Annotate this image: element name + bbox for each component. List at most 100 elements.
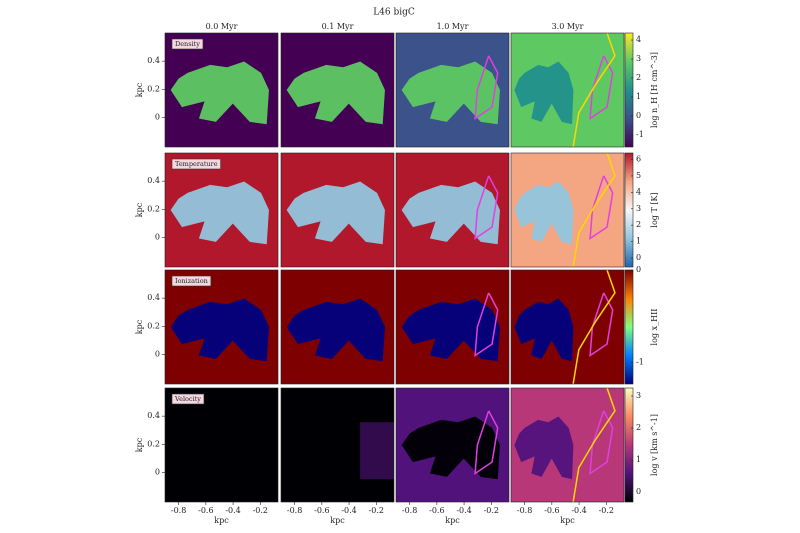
- panel-frame: [280, 269, 395, 385]
- y-tick-label: 0.4: [147, 56, 160, 65]
- panel-image: [511, 33, 624, 147]
- x-tick-label: -0.4: [571, 506, 586, 515]
- colorbar-tick-label: 1: [636, 92, 641, 101]
- figure-title: L46 bigC: [373, 8, 415, 18]
- panel-frame: [510, 32, 625, 148]
- x-tick-label: -0.6: [314, 506, 329, 515]
- x-tick-label: -0.6: [198, 506, 213, 515]
- panel-frame: [280, 387, 395, 503]
- colorbar-tick-label: 5: [636, 171, 641, 180]
- x-tick-label: -0.2: [253, 506, 268, 515]
- colorbar-tick-label: -1: [636, 358, 644, 367]
- colorbar-tick-label: 0: [636, 111, 641, 120]
- panel-image: [396, 153, 509, 267]
- front-contour: [474, 55, 499, 120]
- column-label: 0.0 Myr: [206, 22, 238, 31]
- colorbar-tick-label: 1: [636, 455, 641, 464]
- panel-image: [281, 33, 394, 147]
- panel-region: [514, 61, 574, 125]
- colorbar-label: log T [K]: [650, 192, 659, 227]
- panel-region: [514, 181, 574, 245]
- x-tick-label: -0.8: [287, 506, 302, 515]
- colorbar-tick-label: 4: [636, 35, 641, 44]
- x-tick-label: -0.8: [517, 506, 532, 515]
- column-label: 0.1 Myr: [322, 22, 354, 31]
- y-tick-label: 0.2: [147, 439, 160, 448]
- colorbar-label: log v [km s^-1]: [650, 414, 659, 476]
- colorbar: [624, 152, 634, 268]
- front-contour: [589, 175, 614, 240]
- panel-frame: [280, 152, 395, 268]
- front-contour: [589, 55, 614, 120]
- x-tick-label: -0.2: [599, 506, 614, 515]
- panel-frame: [510, 152, 625, 268]
- colorbar-tick-label: 4: [636, 187, 641, 196]
- x-tick-label: -0.8: [171, 506, 186, 515]
- panel-frame: [395, 387, 510, 503]
- x-tick-label: -0.6: [429, 506, 444, 515]
- row-label: Temperature: [175, 160, 218, 168]
- panel-frame: [164, 152, 279, 268]
- panel-frame: [164, 387, 279, 503]
- panel-frame: [280, 32, 395, 148]
- panel-bg: [165, 388, 278, 502]
- x-tick-label: -0.2: [484, 506, 499, 515]
- row-label-box: [171, 38, 204, 50]
- panel-region: [360, 422, 394, 480]
- row-label-box: [171, 275, 212, 287]
- colorbar: [624, 387, 634, 503]
- panel-region: [514, 416, 574, 480]
- panel-frame: [395, 152, 510, 268]
- y-tick-label: 0.2: [147, 204, 160, 213]
- panel-region: [514, 298, 574, 362]
- colorbar-tick-label: 3: [636, 391, 641, 400]
- row-label: Ionization: [175, 277, 208, 285]
- x-tick-label: -0.4: [225, 506, 240, 515]
- colorbar-label: log x_HII: [650, 309, 659, 346]
- panel-image: [511, 388, 624, 502]
- colorbar-tick-label: 3: [636, 54, 641, 63]
- panel-image: [165, 153, 278, 267]
- y-axis-label: kpc: [135, 437, 144, 452]
- panel-frame: [164, 269, 279, 385]
- panel-region: [286, 298, 385, 362]
- front-contour: [572, 153, 616, 267]
- panel-frame: [164, 32, 279, 148]
- y-tick-label: 0.4: [147, 411, 160, 420]
- front-contour: [589, 292, 614, 357]
- panel-image: [511, 153, 624, 267]
- x-tick-label: -0.4: [341, 506, 356, 515]
- y-tick-label: 0: [155, 467, 160, 476]
- front-contour: [589, 410, 614, 475]
- panel-image: [281, 270, 394, 384]
- panel-region: [170, 298, 269, 362]
- y-tick-label: 0: [155, 349, 160, 358]
- colorbar-tick-label: 0: [636, 487, 641, 496]
- y-tick-label: 0.4: [147, 176, 160, 185]
- panel-region: [170, 61, 269, 125]
- colorbar-tick-label: 1: [636, 237, 641, 246]
- panel-image: [281, 388, 394, 502]
- x-tick-label: -0.6: [544, 506, 559, 515]
- front-contour: [474, 292, 499, 357]
- colorbar-tick-label: 2: [636, 220, 641, 229]
- panel-image: [511, 270, 624, 384]
- colorbar-tick-label: 2: [636, 73, 641, 82]
- panel-image: [396, 270, 509, 384]
- column-label: 1.0 Myr: [437, 22, 469, 31]
- panel-image: [396, 388, 509, 502]
- panel-image: [165, 388, 278, 502]
- x-tick-label: -0.4: [456, 506, 471, 515]
- x-axis-label: kpc: [560, 516, 575, 525]
- front-contour: [474, 410, 499, 475]
- panel-frame: [395, 269, 510, 385]
- y-tick-label: 0.4: [147, 293, 160, 302]
- colorbar-tick-label: 0: [636, 253, 641, 262]
- x-tick-label: -0.8: [402, 506, 417, 515]
- column-label: 3.0 Myr: [552, 22, 584, 31]
- colorbar: [624, 32, 634, 148]
- colorbar-tick-label: -1: [636, 130, 644, 139]
- panel-frame: [510, 269, 625, 385]
- panel-region: [286, 181, 385, 245]
